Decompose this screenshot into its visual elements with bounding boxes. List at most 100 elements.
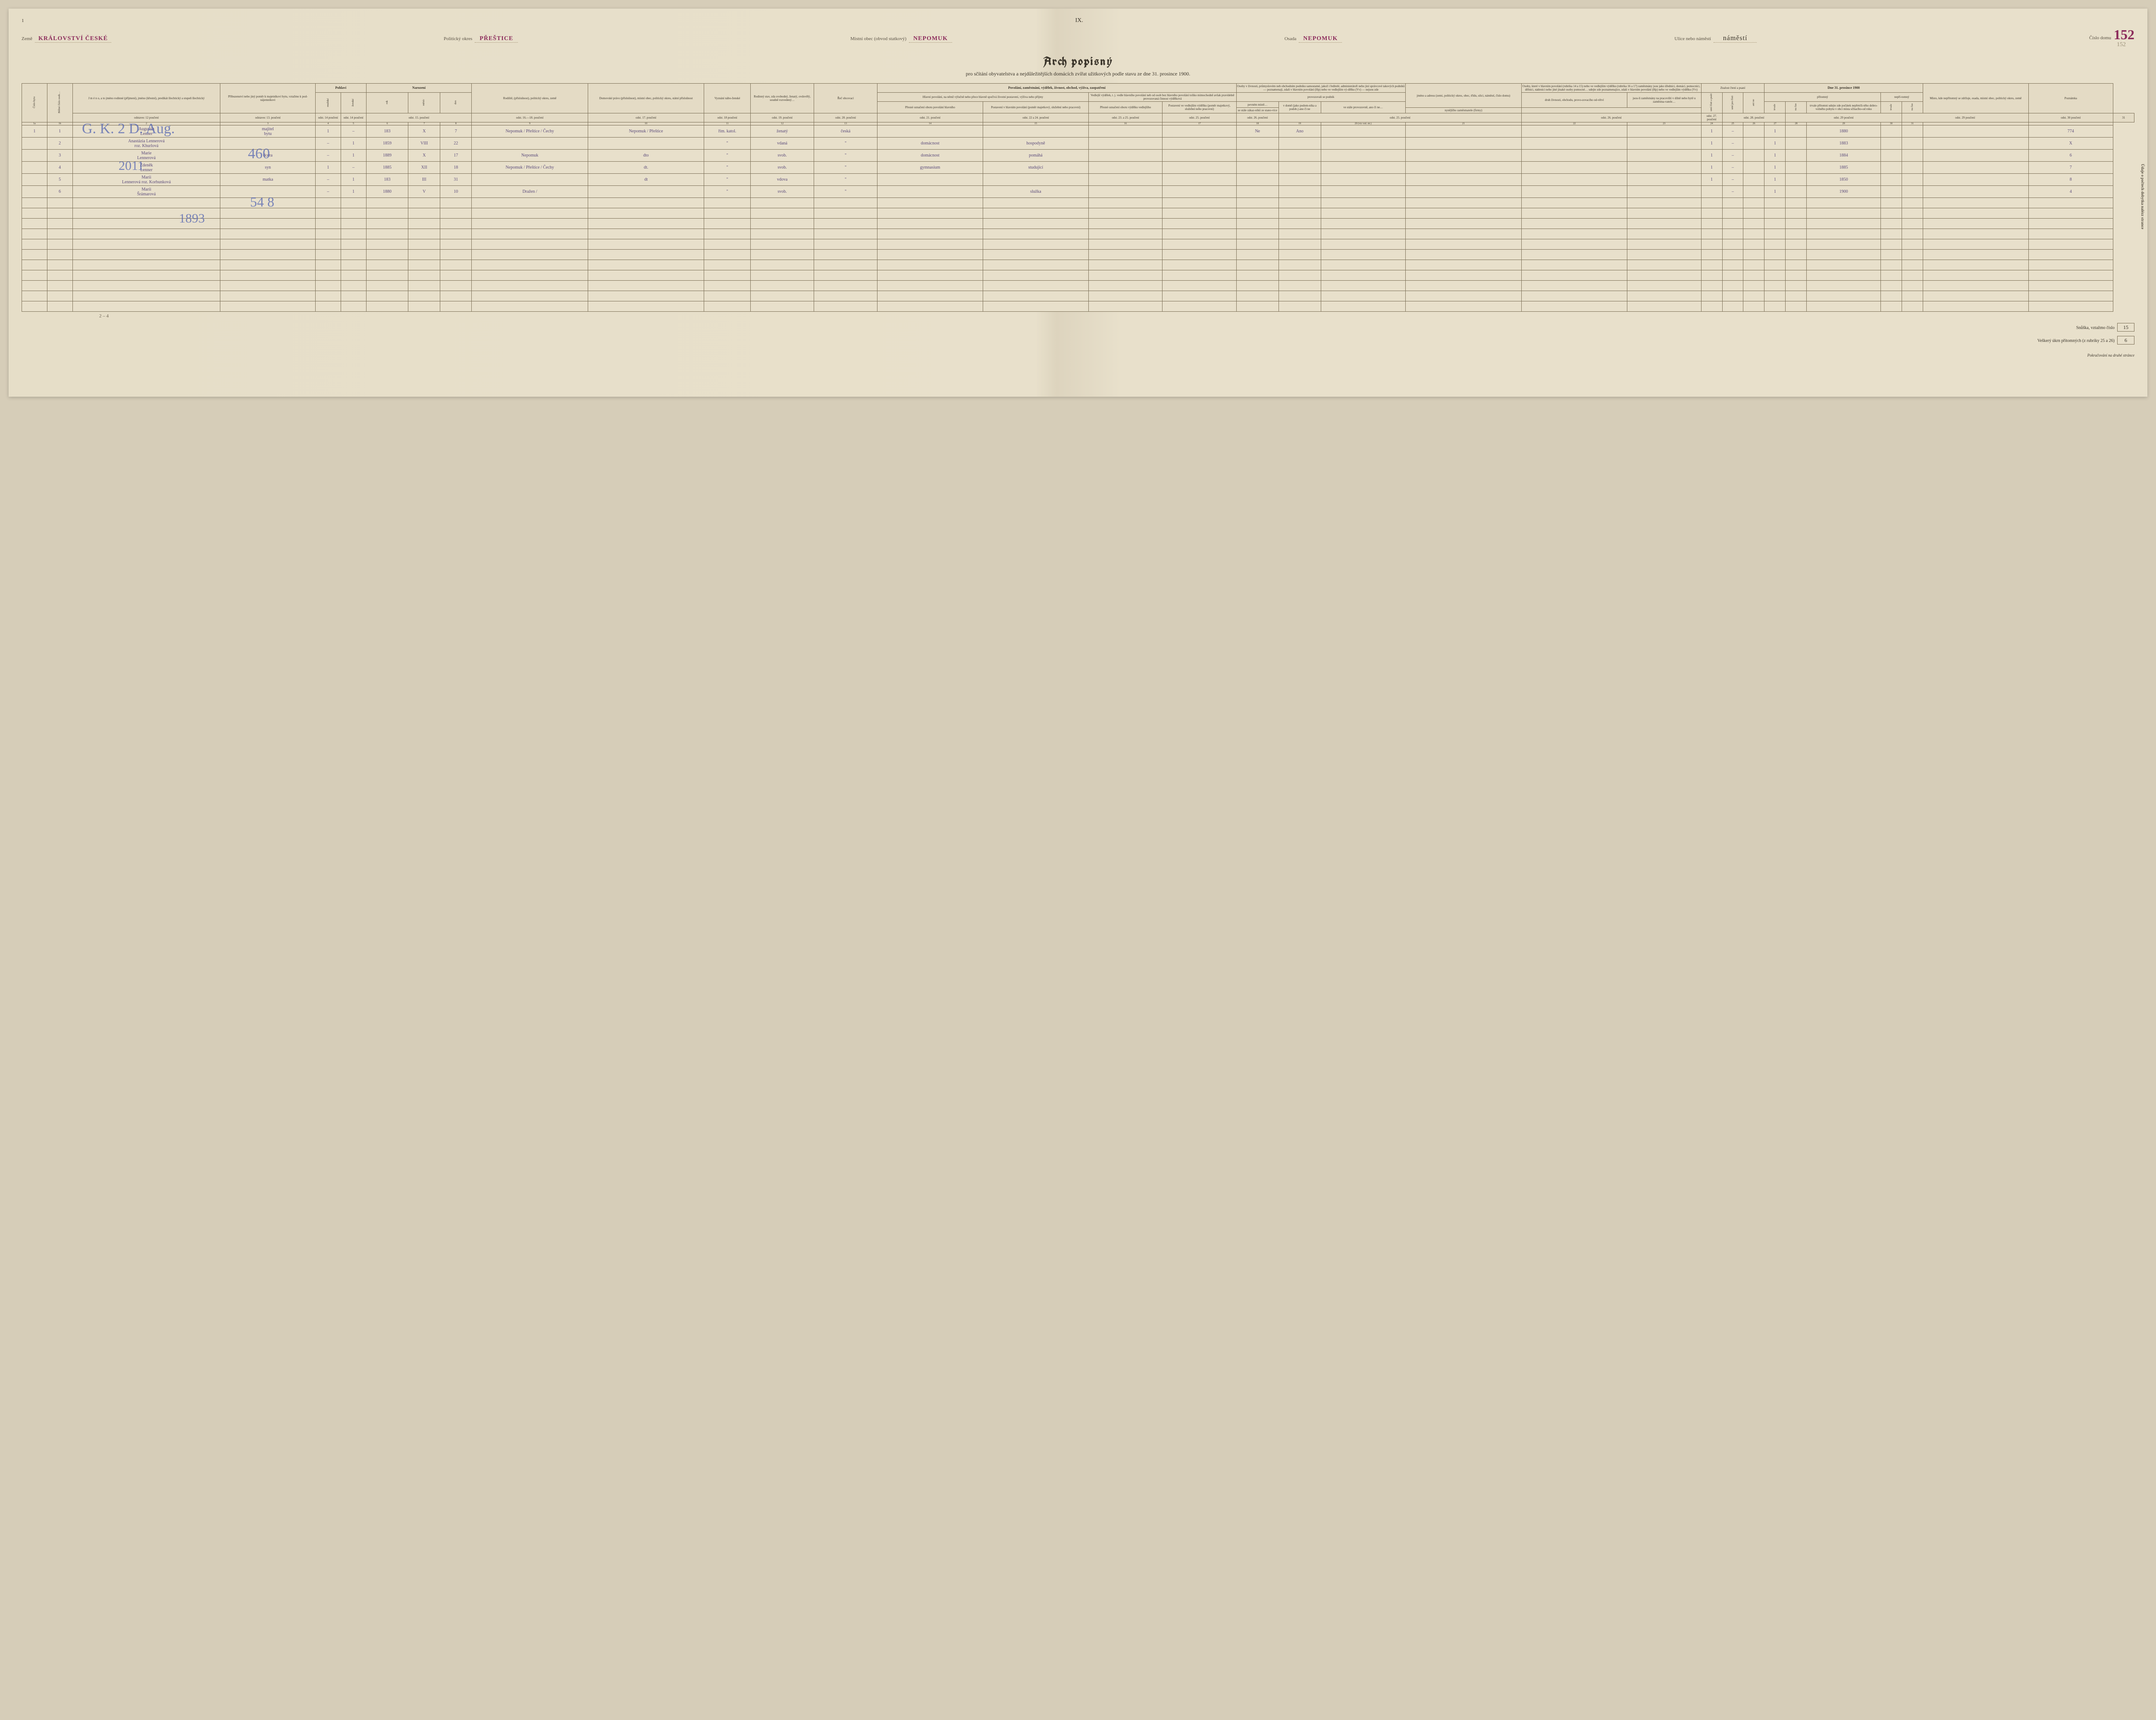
cell	[47, 208, 72, 219]
cell	[1405, 125, 1521, 138]
cn-21: 21	[1405, 122, 1521, 125]
cell	[704, 291, 751, 301]
cell: –	[341, 125, 366, 138]
cn-20: 20 (viz vzd. str.)	[1321, 122, 1405, 125]
cell	[1627, 198, 1701, 208]
cell	[2028, 301, 2113, 312]
cell: 1	[1701, 174, 1722, 186]
h-postaveni-vedl: Postavení ve vedlejším výdělku (poměr ma…	[1163, 102, 1236, 113]
okres-value: PŘEŠTICE	[475, 35, 518, 43]
cell	[1722, 291, 1743, 301]
cell	[1088, 162, 1162, 174]
page-continue: Pokračování na druhé stránce	[22, 353, 2134, 357]
cell	[1902, 150, 1923, 162]
cell	[877, 208, 983, 219]
cell	[588, 281, 704, 291]
cell	[1163, 208, 1236, 219]
cell	[1880, 270, 1902, 281]
cell	[1923, 125, 2028, 138]
cell	[1163, 219, 1236, 229]
cell	[877, 229, 983, 239]
cell	[1321, 291, 1405, 301]
cell	[877, 301, 983, 312]
cell	[1522, 270, 1627, 281]
cell	[1902, 281, 1923, 291]
cell	[366, 270, 408, 281]
cell	[408, 281, 440, 291]
cell	[440, 239, 471, 250]
cell	[341, 208, 366, 219]
cell	[1722, 208, 1743, 219]
cell: 1	[1764, 174, 1786, 186]
snuska-label: Snůška, vztažmo číslo	[2076, 326, 2115, 330]
h-rodiste: Rodiště, (příslušnost), politický okres,…	[472, 84, 588, 113]
h-bezne: Běžné číslo osob…	[58, 91, 61, 113]
cell: 1	[341, 174, 366, 186]
cell: Marii Lennerová roz. Korbunková	[72, 174, 220, 186]
cell	[1880, 281, 1902, 291]
cell	[751, 301, 814, 312]
h-odst31: 31	[2113, 113, 2134, 122]
cell	[315, 219, 341, 229]
h-trvaleprit: trvale přítomni udejte zde počátek nepře…	[1807, 102, 1880, 113]
h-staleprov: ve stále provozovně, ano či ne…	[1321, 102, 1405, 113]
cell: 31	[440, 174, 471, 186]
cell	[1236, 301, 1279, 312]
cell	[983, 260, 1088, 270]
cell	[1236, 174, 1279, 186]
cell: 1	[22, 125, 47, 138]
cell	[1764, 281, 1786, 291]
cell: 2	[47, 138, 72, 150]
cell	[1163, 229, 1236, 239]
cislo-label: Číslo domu	[2089, 35, 2111, 41]
cell	[1743, 229, 1764, 239]
cell	[315, 281, 341, 291]
cell	[814, 239, 877, 250]
cell	[983, 281, 1088, 291]
cell: pomáhá	[983, 150, 1088, 162]
cell	[440, 270, 471, 281]
table-row-empty	[22, 301, 2134, 312]
cell	[1764, 219, 1786, 229]
cell	[1786, 239, 1807, 250]
cell	[588, 250, 704, 260]
osada-label: Osada	[1285, 36, 1297, 41]
cell	[704, 270, 751, 281]
h-stav: Rodinný stav, zda svobodný, ženatý, ovdo…	[751, 84, 814, 113]
h-narozeni: Narození	[366, 84, 472, 93]
cell	[1786, 138, 1807, 150]
cell	[220, 270, 315, 281]
cell: "	[704, 186, 751, 198]
cell	[1236, 291, 1279, 301]
cell	[1880, 208, 1902, 219]
cell	[1236, 260, 1279, 270]
cell: 1	[1701, 162, 1722, 174]
cell	[1405, 219, 1521, 229]
cell	[1321, 198, 1405, 208]
h-postaveni-hlav: Postavení v hlavním povolání (poměr maje…	[983, 102, 1088, 113]
h-pritomny: přítomný	[1764, 93, 1880, 102]
cell	[1522, 260, 1627, 270]
cn-32	[1923, 122, 2028, 125]
cell: –	[1722, 162, 1743, 174]
cell	[751, 260, 814, 270]
cell	[72, 291, 220, 301]
cell	[1279, 198, 1321, 208]
cell	[1088, 150, 1162, 162]
h-provozuji: provozovali se podnik	[1236, 93, 1405, 102]
cell	[814, 198, 877, 208]
cell	[1722, 198, 1743, 208]
table-row-empty	[22, 208, 2134, 219]
h-osoby15: Osoby, které v hlavním povolání (rubrika…	[1522, 84, 1701, 93]
cell	[1786, 198, 1807, 208]
cell	[1807, 239, 1880, 250]
cell	[341, 291, 366, 301]
cell	[983, 198, 1088, 208]
cell	[22, 138, 47, 150]
cell: Nepomuk / Přeštice / Čechy	[472, 162, 588, 174]
h-znalost: Znalost čtení a psaní	[1701, 84, 1764, 93]
cell: 1	[341, 186, 366, 198]
osada-value: Nepomuk	[1299, 35, 1342, 43]
cell	[1321, 208, 1405, 219]
cell: Zdeněk Lenner	[72, 162, 220, 174]
